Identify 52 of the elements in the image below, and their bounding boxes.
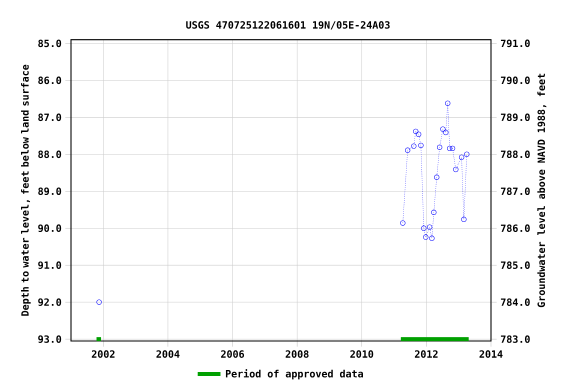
point [461, 216, 467, 222]
point [445, 100, 450, 106]
y2-tick-label: 784.0 [500, 298, 530, 306]
point [411, 143, 416, 149]
point [421, 226, 426, 231]
y-tick-label: 91.0 [38, 261, 62, 269]
point [443, 130, 448, 136]
x-tick-label: 2014 [480, 350, 503, 358]
y-tick-label: 88.0 [38, 150, 62, 158]
point [450, 146, 456, 152]
point [400, 220, 406, 226]
x-tick-label: 2002 [92, 350, 115, 358]
x-tick-label: 2008 [286, 350, 309, 358]
y-tick-label: 86.0 [38, 76, 62, 84]
chart-title: USGS 470725122061601 19N/05E-24A03 [186, 21, 390, 30]
y2-tick-label: 783.0 [500, 335, 530, 343]
y-tick-label: 85.0 [38, 40, 62, 48]
point [416, 132, 422, 137]
y2-tick-label: 785.0 [500, 261, 530, 269]
point [429, 236, 435, 241]
point [453, 166, 458, 172]
point [418, 142, 424, 148]
point [458, 154, 464, 160]
y-tick-label: 90.0 [38, 224, 62, 232]
point [426, 224, 432, 230]
x-tick-label: 2010 [350, 350, 374, 358]
y2-tick-label: 787.0 [500, 187, 530, 196]
point [431, 210, 436, 215]
point [413, 128, 418, 134]
point [404, 148, 410, 153]
point [96, 300, 102, 305]
y-tick-label: 87.0 [38, 114, 62, 122]
y-tick-label: 89.0 [38, 187, 62, 196]
y2-axis-title: Groundwater level above NAVD 1988, feet [537, 74, 546, 308]
point [464, 152, 470, 157]
x-tick-label: 2012 [414, 350, 438, 358]
point [434, 174, 440, 180]
y2-tick-label: 790.0 [500, 76, 530, 84]
y2-tick-label: 788.0 [500, 150, 530, 158]
point [440, 126, 446, 132]
y2-tick-label: 789.0 [500, 113, 530, 122]
legend-label: Period of approved data [226, 369, 363, 380]
y2-tick-label: 791.0 [500, 40, 530, 48]
x-tick-label: 2004 [156, 350, 180, 358]
y-tick-label: 93.0 [38, 335, 62, 343]
point [436, 144, 442, 150]
y2-tick-label: 786.0 [500, 224, 530, 232]
y-axis-title: Depth to water level, feet below land surface [21, 64, 31, 316]
y-tick-label: 92.0 [38, 298, 62, 306]
point [423, 234, 428, 240]
x-tick-label: 2006 [221, 350, 244, 358]
point [446, 146, 452, 152]
